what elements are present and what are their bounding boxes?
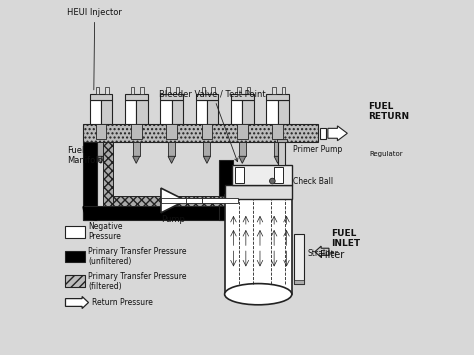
- Ellipse shape: [225, 284, 292, 305]
- Text: Filter: Filter: [320, 250, 344, 260]
- Bar: [90, 100, 101, 125]
- Bar: [219, 160, 233, 220]
- Bar: [201, 125, 212, 138]
- Bar: [266, 94, 289, 100]
- Bar: [133, 142, 140, 156]
- Polygon shape: [133, 156, 140, 163]
- Bar: [201, 87, 205, 94]
- Bar: [96, 125, 106, 138]
- Bar: [131, 87, 135, 94]
- Text: Strainer: Strainer: [308, 249, 338, 258]
- Bar: [83, 125, 319, 142]
- Bar: [273, 87, 276, 94]
- Bar: [160, 94, 183, 100]
- Text: Pump: Pump: [162, 215, 185, 224]
- Bar: [101, 100, 112, 125]
- Bar: [282, 87, 285, 94]
- Bar: [235, 167, 244, 183]
- Bar: [125, 94, 147, 100]
- Polygon shape: [83, 207, 97, 220]
- Bar: [96, 87, 99, 94]
- Bar: [105, 87, 109, 94]
- Bar: [160, 100, 172, 125]
- Bar: [166, 125, 177, 138]
- Bar: [278, 100, 289, 125]
- Bar: [232, 165, 292, 185]
- Bar: [274, 167, 283, 183]
- Bar: [242, 100, 254, 125]
- Bar: [237, 87, 240, 94]
- Text: Primary Transfer Pressure
(filtered): Primary Transfer Pressure (filtered): [89, 272, 187, 291]
- Bar: [112, 196, 247, 206]
- Text: HEUI Injector: HEUI Injector: [67, 8, 122, 90]
- Bar: [207, 100, 218, 125]
- Bar: [166, 87, 170, 94]
- Bar: [136, 100, 147, 125]
- Bar: [293, 234, 304, 284]
- Bar: [225, 185, 292, 199]
- FancyArrow shape: [65, 296, 89, 308]
- Bar: [161, 198, 233, 203]
- Bar: [65, 226, 85, 237]
- Bar: [231, 94, 254, 100]
- Bar: [246, 87, 250, 94]
- Bar: [211, 87, 215, 94]
- Bar: [65, 275, 85, 287]
- Bar: [278, 142, 285, 165]
- Bar: [125, 100, 136, 125]
- FancyArrow shape: [328, 126, 347, 141]
- Text: FUEL
INLET: FUEL INLET: [331, 229, 360, 248]
- Polygon shape: [239, 156, 246, 163]
- Bar: [293, 280, 304, 284]
- Polygon shape: [203, 156, 210, 163]
- Bar: [131, 125, 142, 138]
- Bar: [83, 142, 97, 220]
- Bar: [237, 125, 247, 138]
- Bar: [201, 198, 238, 203]
- Text: Check Ball: Check Ball: [292, 176, 333, 186]
- Polygon shape: [161, 188, 186, 213]
- Text: Regulator: Regulator: [370, 151, 403, 157]
- Bar: [90, 94, 112, 100]
- Bar: [203, 142, 210, 156]
- Bar: [196, 100, 207, 125]
- Bar: [196, 94, 218, 100]
- Bar: [176, 87, 179, 94]
- Bar: [239, 142, 246, 156]
- Bar: [140, 87, 144, 94]
- Text: Return Pressure: Return Pressure: [92, 298, 153, 307]
- Bar: [225, 195, 292, 294]
- Bar: [273, 125, 283, 138]
- Bar: [97, 142, 104, 156]
- Text: Primer Pump: Primer Pump: [292, 144, 342, 153]
- Bar: [231, 100, 242, 125]
- Text: Bleeder Valve / Test Point: Bleeder Valve / Test Point: [159, 89, 266, 162]
- Text: Negative
Pressure: Negative Pressure: [89, 222, 123, 241]
- Text: FUEL
RETURN: FUEL RETURN: [368, 102, 409, 121]
- Bar: [266, 100, 278, 125]
- Circle shape: [270, 178, 275, 184]
- Bar: [83, 207, 233, 220]
- Bar: [172, 100, 183, 125]
- Bar: [103, 142, 112, 206]
- FancyArrow shape: [315, 246, 329, 257]
- Text: Primary Transfer Pressure
(unfiltered): Primary Transfer Pressure (unfiltered): [89, 247, 187, 266]
- Polygon shape: [274, 156, 281, 163]
- Bar: [168, 142, 175, 156]
- Bar: [274, 142, 281, 156]
- Bar: [320, 128, 327, 138]
- Bar: [277, 138, 286, 142]
- Text: Fuel
Manifold: Fuel Manifold: [67, 146, 103, 165]
- Polygon shape: [168, 156, 175, 163]
- Bar: [65, 251, 85, 262]
- Polygon shape: [97, 156, 104, 163]
- Bar: [186, 198, 201, 203]
